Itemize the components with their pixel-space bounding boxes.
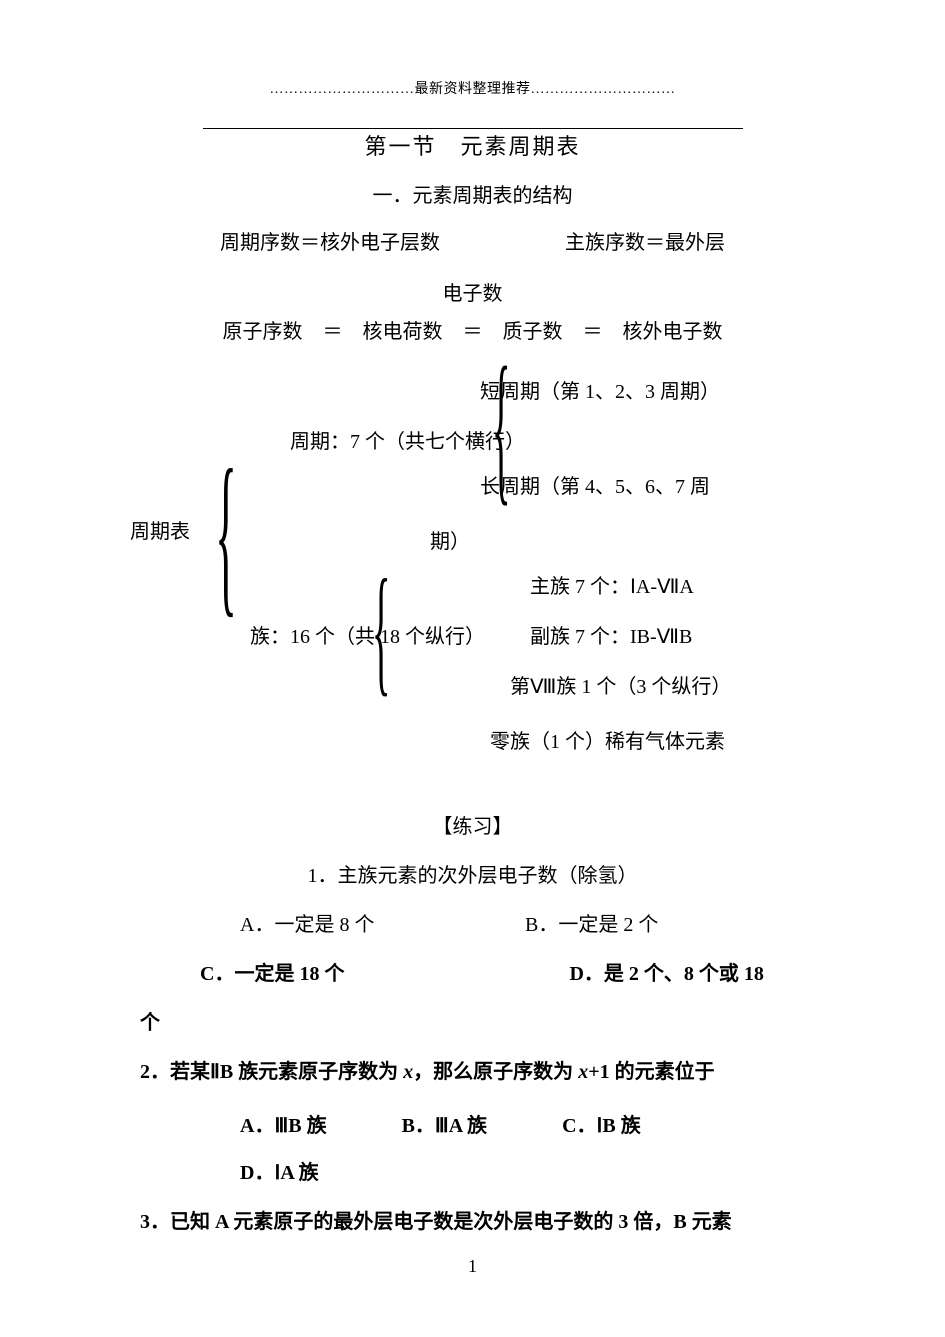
q2-optD-bold: A 族: [280, 1162, 318, 1184]
q2-optC-prefix: C．Ⅰ: [562, 1115, 602, 1137]
q3-stem: 3．已知 A 元素原子的最外层电子数是次外层电子数的 3 倍，B 元素: [140, 1205, 805, 1239]
q2-optB: B．ⅢA 族: [402, 1109, 487, 1138]
q2-optB-prefix: B．Ⅲ: [402, 1115, 449, 1137]
q2-optC-bold: B 族: [602, 1115, 640, 1137]
q1-optD: D．是 2 个、8 个或 18: [569, 957, 763, 986]
tree-sub-group: 副族 7 个：IB-ⅦB: [530, 620, 692, 649]
q2-stem-prefix: 2．若某Ⅱ: [140, 1061, 220, 1083]
q2-optD-prefix: D．Ⅰ: [240, 1162, 280, 1184]
relation1-line2: 电子数: [140, 277, 805, 306]
group-brace: {: [372, 559, 391, 702]
root-brace: {: [215, 443, 237, 623]
tree-main-group: 主族 7 个：ⅠA-ⅦA: [530, 570, 694, 599]
q2-x: x: [403, 1061, 413, 1083]
q1-opts-row2: C．一定是 18 个 D．是 2 个、8 个或 18: [140, 957, 805, 986]
q2-optA: A．ⅢB 族: [240, 1109, 327, 1138]
relation1-left: 周期序数＝核外电子层数: [220, 226, 440, 255]
q1-opts-row1: A．一定是 8 个 B．一定是 2 个: [140, 908, 805, 937]
tree-zero-group: 零族（1 个）稀有气体元素: [490, 725, 725, 754]
q2-plus1: +1: [588, 1061, 609, 1083]
tree-long-period: 长周期（第 4、5、6、7 周: [480, 470, 710, 499]
q3-end: 元素: [687, 1211, 732, 1233]
hierarchy-tree: 周期表 { 周期：7 个（共七个横行） { 短周期（第 1、2、3 周期） 长周…: [140, 370, 805, 800]
relation-line-1: 周期序数＝核外电子层数 主族序数＝最外层: [140, 226, 805, 255]
document-content: 第一节 元素周期表 一．元素周期表的结构 周期序数＝核外电子层数 主族序数＝最外…: [0, 129, 945, 1239]
section-subtitle: 一．元素周期表的结构: [140, 179, 805, 208]
q1-optD-bold: 2 个、8 个或 18: [629, 963, 764, 985]
q2-optA-prefix: A．Ⅲ: [240, 1115, 288, 1137]
q2-optA-bold: B 族: [288, 1115, 326, 1137]
exercise-title: 【练习】: [140, 810, 805, 839]
page-number: 1: [0, 1256, 945, 1277]
q2-stem-mid1: 族元素原子序数为: [233, 1061, 403, 1083]
tree-root: 周期表: [130, 515, 190, 544]
q1-optB: B．一定是 2 个: [525, 908, 658, 937]
q2-optB-bold: A 族: [449, 1115, 487, 1137]
q2-optD: D．ⅠA 族: [140, 1156, 805, 1185]
q3-mid2: 倍，: [628, 1211, 673, 1233]
q2-stem-mid2: ，那么原子序数为: [413, 1061, 578, 1083]
header-dots: …………………………最新资料整理推荐…………………………: [0, 78, 945, 98]
q2-stem-b1: B: [220, 1061, 233, 1083]
q3-prefix: 3．已知: [140, 1211, 215, 1233]
q1-stem: 1．主族元素的次外层电子数（除氢）: [140, 859, 805, 888]
q1-optD-prefix: D．是: [569, 963, 628, 985]
q1-optC-prefix: C．一定是: [200, 963, 299, 985]
relation2: 原子序数 ＝ 核电荷数 ＝ 质子数 ＝ 核外电子数: [140, 316, 805, 348]
tree-group: 族：16 个（共 18 个纵行）: [250, 620, 485, 649]
q2-stem-end: 的元素位于: [610, 1061, 715, 1083]
q2-optC: C．ⅠB 族: [562, 1109, 641, 1138]
q3-three: 3: [618, 1211, 628, 1233]
tree-short-period: 短周期（第 1、2、3 周期）: [480, 375, 720, 404]
tree-period: 周期：7 个（共七个横行）: [290, 425, 525, 454]
section-title: 第一节 元素周期表: [140, 129, 805, 161]
q1-optC: C．一定是 18 个: [200, 957, 344, 986]
relation1-right: 主族序数＝最外层: [565, 226, 725, 255]
tree-eighth-group: 第Ⅷ族 1 个（3 个纵行）: [510, 670, 731, 699]
q3-B: B: [673, 1211, 686, 1233]
q3-mid1: 元素原子的最外层电子数是次外层电子数的: [228, 1211, 618, 1233]
q3-A: A: [215, 1211, 228, 1233]
tree-long-period-tail: 期）: [430, 525, 470, 554]
q2-stem: 2．若某ⅡB 族元素原子序数为 x，那么原子序数为 x+1 的元素位于: [140, 1055, 805, 1089]
q1-tail: 个: [140, 1006, 805, 1035]
q1-optC-bold: 18 个: [299, 963, 344, 985]
q2-x2: x: [578, 1061, 588, 1083]
q2-opts-row1: A．ⅢB 族 B．ⅢA 族 C．ⅠB 族: [140, 1109, 805, 1138]
q1-optA: A．一定是 8 个: [240, 908, 520, 937]
